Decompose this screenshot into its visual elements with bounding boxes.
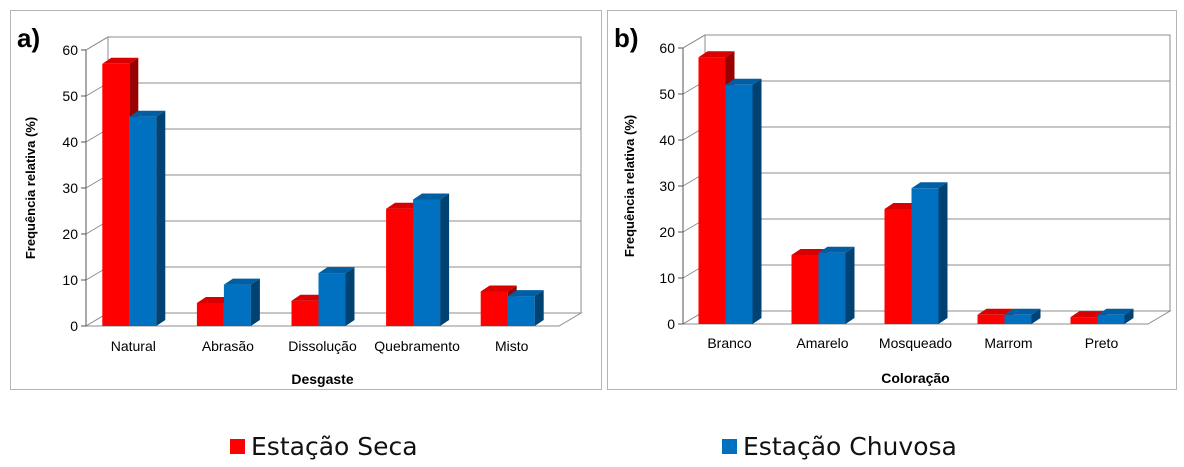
legend-item-chuvosa: Estação Chuvosa	[722, 432, 957, 461]
chart-a-bar-side	[156, 110, 166, 326]
chart-a-bar-top	[129, 110, 166, 117]
chart-a-y-tick-label: 40	[62, 134, 78, 150]
chart-b-bar-seca	[698, 57, 726, 324]
chart-panel-b: 0 10 20 30 40 50 60 Branco Amarelo Mosqueado Marro…	[607, 10, 1177, 390]
panel-label-a: a)	[17, 23, 41, 53]
chart-b-bar-chuvosa	[1097, 314, 1125, 324]
chart-b-y-tick-label: 40	[659, 132, 675, 148]
chart-b-bar-chuvosa	[1004, 314, 1032, 324]
chart-b-y-tick-label: 60	[659, 40, 675, 56]
chart-a-y-tick-label: 10	[62, 272, 78, 288]
chart-b-bar-side	[1124, 308, 1134, 324]
chart-b-y-tick-label: 10	[659, 270, 675, 286]
chart-b-bar-chuvosa	[725, 84, 753, 324]
chart-a-bar-seca	[291, 300, 319, 326]
chart-a-bar-side	[534, 290, 544, 326]
chart-a-x-tick-label: Dissolução	[288, 338, 357, 354]
chart-b-bar-seca	[884, 209, 912, 324]
chart-b-bar-seca	[791, 255, 819, 324]
legend-item-seca: Estação Seca	[230, 432, 418, 461]
chart-a-bar-top	[507, 290, 544, 297]
chart-a-gridline-side	[85, 36, 109, 51]
chart-a-x-tick-label: Natural	[111, 338, 156, 354]
chart-b-x-tick-label: Branco	[707, 335, 752, 351]
chart-a-y-tick-label: 50	[62, 88, 78, 104]
chart-b-bar-side	[845, 246, 855, 324]
chart-a-x-tick-label: Misto	[495, 338, 529, 354]
chart-a-y-tick-label: 60	[62, 42, 78, 58]
chart-a-bar-seca	[386, 208, 414, 326]
chart-a-x-axis-title: Desgaste	[291, 371, 353, 387]
chart-b-y-tick-label: 20	[659, 224, 675, 240]
chart-b-svg: 0 10 20 30 40 50 60 Branco Amarelo Mosqueado Marro…	[622, 34, 1172, 386]
chart-b-x-tick-label: Amarelo	[796, 335, 848, 351]
chart-a-bar-chuvosa	[223, 284, 251, 326]
chart-a-bar-seca	[480, 291, 508, 326]
chart-b-bar-top	[698, 51, 735, 58]
chart-panel-a: 0 10 20 30 40 50 60 Natural Abrasão Dissolução Que…	[10, 10, 602, 390]
chart-b-bar-top	[977, 308, 1014, 315]
chart-a-svg: 0 10 20 30 40 50 60 Natural Abrasão Dissolução Que…	[23, 36, 583, 387]
panel-label-b: b)	[614, 23, 639, 53]
chart-b-x-tick-label: Marrom	[984, 335, 1032, 351]
chart-b-x-axis-title: Coloração	[881, 370, 949, 386]
chart-b-y-tick-label: 0	[667, 316, 675, 332]
chart-a-bar-chuvosa	[413, 199, 441, 326]
chart-a-bar-seca	[102, 63, 130, 327]
chart-b-bar-top	[818, 246, 855, 253]
chart-a-y-axis-title: Frequência relativa (%)	[23, 117, 38, 259]
chart-a-bar-chuvosa	[507, 296, 535, 326]
chart-a-bar-top	[102, 57, 139, 64]
chart-a-bar-side	[250, 278, 260, 326]
chart-b-bar-top	[1097, 308, 1134, 315]
chart-b-x-tick-label: Preto	[1085, 335, 1119, 351]
chart-a-x-tick-label: Abrasão	[202, 338, 254, 354]
chart-b-bar-side	[752, 78, 762, 324]
chart-b-gridline-side	[682, 34, 706, 49]
chart-b-y-axis-title: Frequência relativa (%)	[622, 115, 637, 257]
chart-a-bar-seca	[196, 303, 224, 326]
chart-b-bar-seca	[977, 314, 1005, 324]
legend-swatch-seca	[230, 439, 245, 454]
chart-b-bar-seca	[1070, 317, 1098, 324]
chart-a-x-tick-label: Quebramento	[374, 338, 460, 354]
chart-b-y-tick-label: 50	[659, 86, 675, 102]
chart-b-bar-side	[1031, 308, 1041, 324]
chart-a-bar-side	[345, 267, 355, 326]
chart-a-bar-side	[440, 193, 450, 326]
chart-a-y-tick-label: 30	[62, 180, 78, 196]
legend-label-chuvosa: Estação Chuvosa	[743, 432, 957, 461]
legend-swatch-chuvosa	[722, 439, 737, 454]
chart-b-bar-chuvosa	[818, 252, 846, 324]
chart-b-bar-side	[938, 182, 948, 324]
chart-a-bar-top	[413, 193, 450, 200]
chart-b-y-tick-label: 30	[659, 178, 675, 194]
chart-b-bar-top	[911, 182, 948, 189]
chart-b-x-tick-label: Mosqueado	[879, 335, 952, 351]
chart-a-bar-top	[318, 267, 355, 274]
chart-a-bar-chuvosa	[129, 116, 157, 326]
chart-b-bar-chuvosa	[911, 188, 939, 324]
legend-label-seca: Estação Seca	[251, 432, 418, 461]
chart-a-y-tick-label: 20	[62, 226, 78, 242]
chart-a-bar-top	[480, 285, 517, 292]
chart-a-bar-top	[223, 278, 260, 285]
chart-b-bar-top	[1004, 308, 1041, 315]
chart-b-bar-top	[725, 78, 762, 85]
chart-a-bar-chuvosa	[318, 273, 346, 326]
chart-a-y-tick-label: 0	[70, 318, 78, 334]
